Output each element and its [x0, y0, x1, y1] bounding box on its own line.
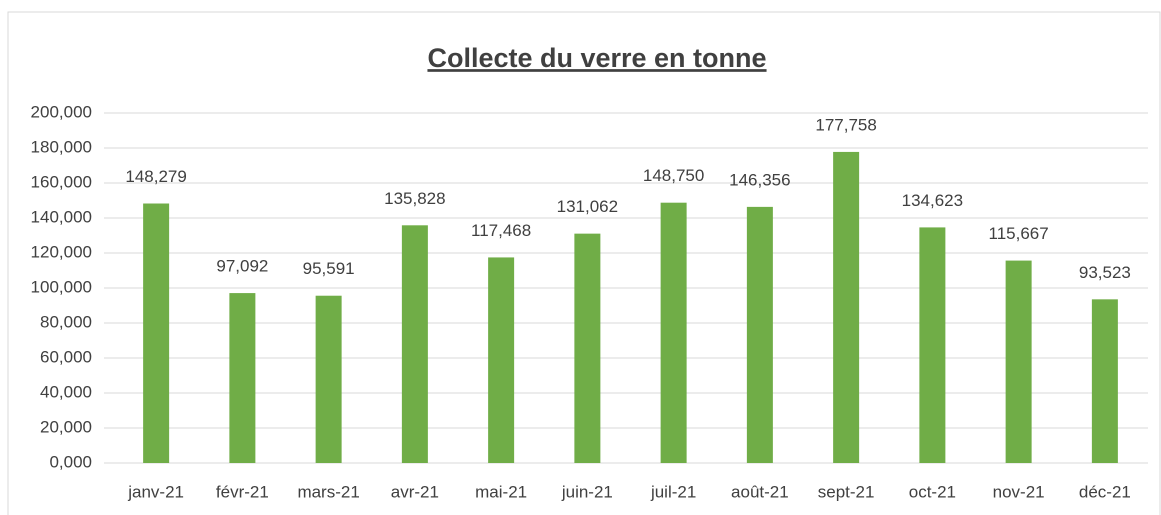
- bar: [143, 203, 170, 463]
- data-label: 135,828: [384, 189, 445, 208]
- data-label: 134,623: [902, 191, 963, 210]
- data-label: 117,468: [471, 221, 531, 240]
- bar: [229, 293, 256, 463]
- bar: [919, 227, 946, 463]
- y-tick-label: 20,000: [40, 417, 92, 436]
- data-label: 177,758: [815, 115, 876, 134]
- bar: [315, 295, 342, 463]
- bar: [660, 202, 687, 463]
- y-tick-label: 120,000: [31, 242, 92, 261]
- x-tick-label: oct-21: [909, 482, 956, 501]
- x-tick-label: déc-21: [1079, 482, 1131, 501]
- x-tick-label: janv-21: [127, 482, 184, 501]
- y-tick-label: 80,000: [40, 312, 92, 331]
- y-tick-label: 0,000: [49, 452, 92, 471]
- bar: [746, 206, 773, 463]
- data-label: 146,356: [729, 170, 790, 189]
- bar: [1005, 260, 1032, 463]
- bar: [833, 151, 860, 463]
- data-label: 97,092: [216, 257, 268, 276]
- x-tick-label: avr-21: [391, 482, 439, 501]
- y-tick-label: 200,000: [31, 102, 92, 121]
- bar: [401, 225, 428, 463]
- x-tick-label: nov-21: [993, 482, 1045, 501]
- y-tick-label: 140,000: [31, 207, 92, 226]
- y-tick-label: 100,000: [31, 277, 92, 296]
- y-tick-label: 160,000: [31, 172, 92, 191]
- x-tick-label: août-21: [731, 482, 789, 501]
- data-label: 93,523: [1079, 263, 1131, 282]
- bar: [1091, 299, 1118, 463]
- y-tick-label: 180,000: [31, 137, 92, 156]
- y-tick-label: 60,000: [40, 347, 92, 366]
- data-label: 148,279: [125, 167, 186, 186]
- x-tick-label: févr-21: [216, 482, 269, 501]
- data-label: 95,591: [303, 259, 355, 278]
- x-tick-label: sept-21: [818, 482, 875, 501]
- x-tick-label: mars-21: [297, 482, 359, 501]
- y-tick-label: 40,000: [40, 382, 92, 401]
- data-label: 115,667: [989, 224, 1049, 243]
- x-tick-label: juin-21: [561, 482, 613, 501]
- data-label: 148,750: [643, 166, 704, 185]
- x-tick-label: juil-21: [650, 482, 696, 501]
- data-label: 131,062: [557, 197, 618, 216]
- bar: [488, 257, 515, 463]
- x-tick-label: mai-21: [475, 482, 527, 501]
- bar: [574, 233, 601, 463]
- chart-title: Collecte du verre en tonne: [427, 43, 766, 73]
